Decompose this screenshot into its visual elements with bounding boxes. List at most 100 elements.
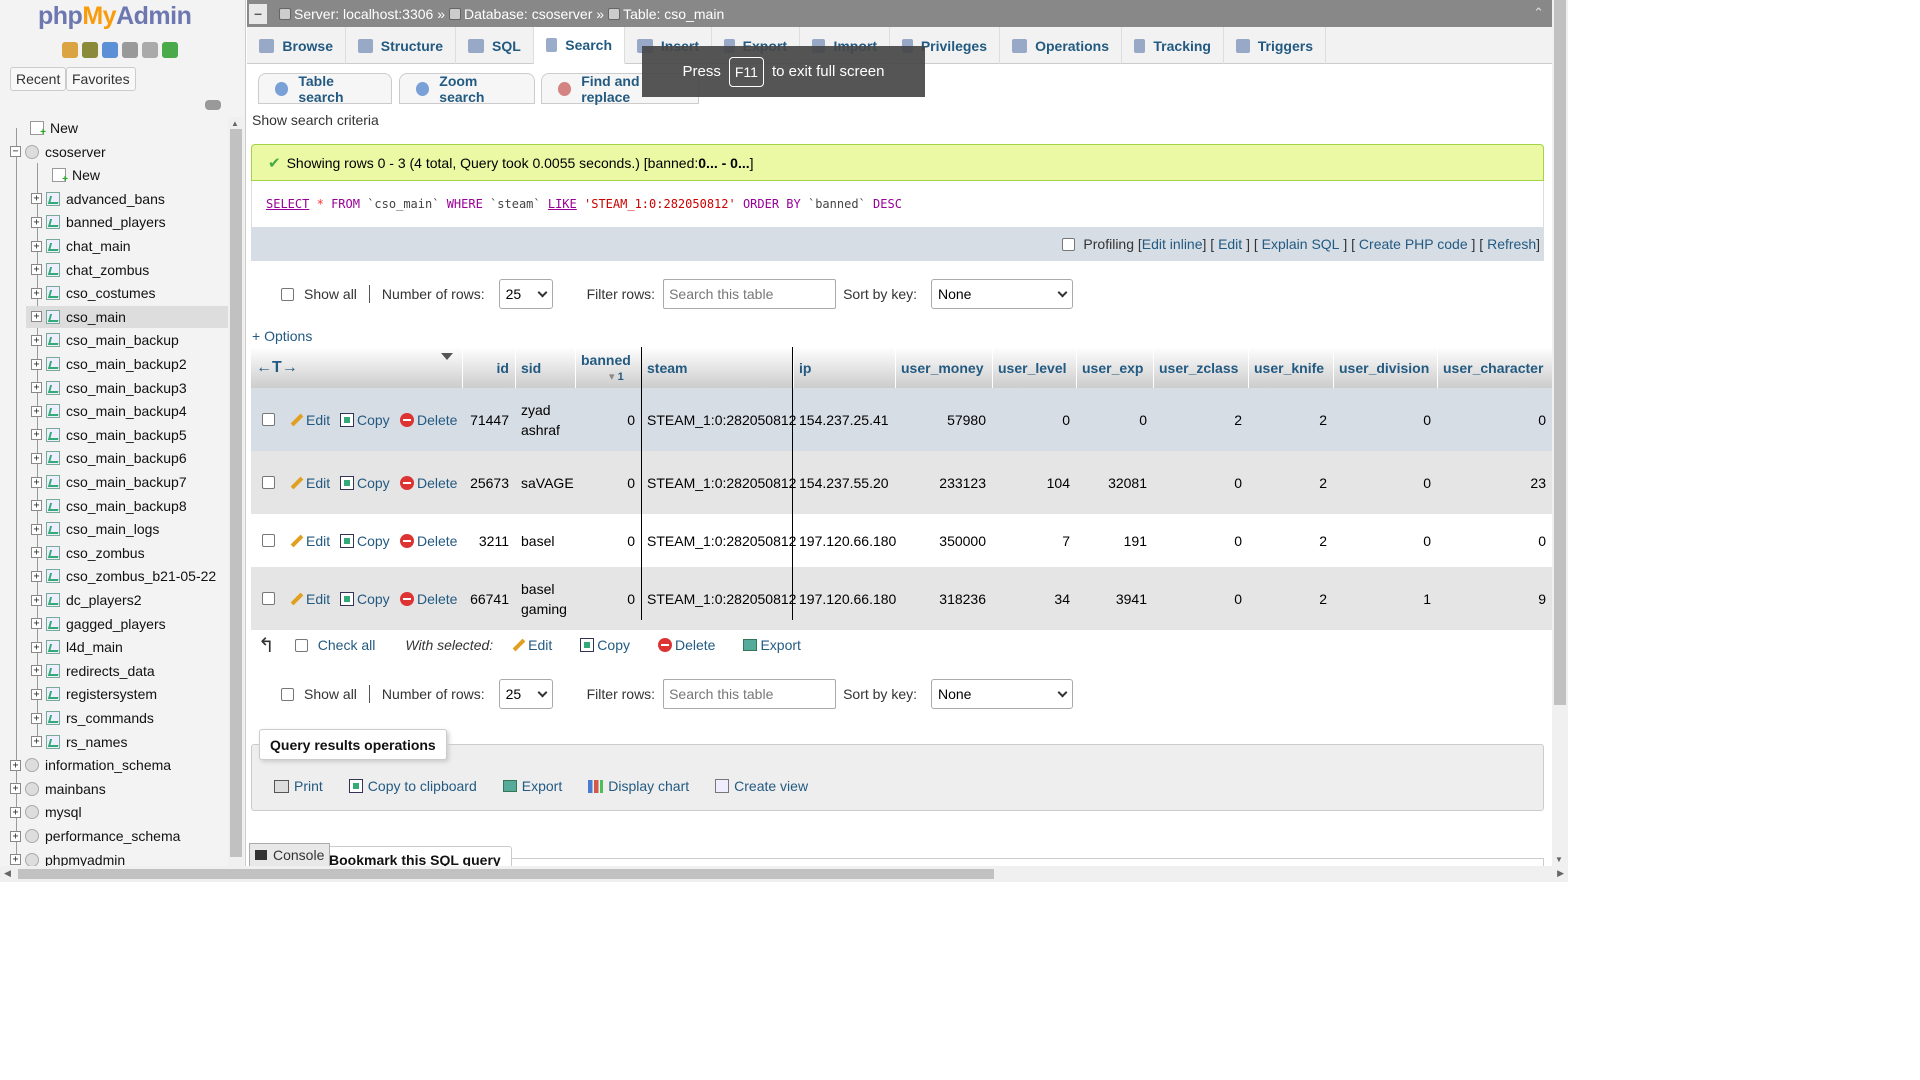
tree-new-table[interactable]: New bbox=[52, 164, 100, 186]
expand-icon[interactable]: + bbox=[31, 641, 42, 653]
cell-sid[interactable]: basel gaming bbox=[515, 567, 575, 630]
row-copy-button[interactable]: Copy bbox=[340, 514, 390, 567]
expand-icon[interactable]: + bbox=[31, 264, 42, 276]
recent-tab[interactable]: Recent bbox=[10, 67, 67, 91]
cell-ip[interactable]: 154.237.25.41 bbox=[793, 388, 895, 451]
sort-by-key-select[interactable]: None bbox=[931, 279, 1073, 309]
expand-icon[interactable]: + bbox=[31, 334, 42, 346]
cell-user_knife[interactable]: 2 bbox=[1248, 451, 1333, 514]
tree-table-rs_commands[interactable]: + rs_commands bbox=[31, 707, 154, 729]
bulk-copy-button[interactable]: Copy bbox=[580, 637, 630, 653]
filter-rows-input[interactable]: Search this table bbox=[663, 279, 837, 309]
sort-by-key-select-bottom[interactable]: None bbox=[931, 679, 1073, 709]
column-header-ip[interactable]: ip bbox=[793, 347, 895, 388]
column-header-user_exp[interactable]: user_exp bbox=[1076, 347, 1153, 388]
column-resize-header[interactable]: ←T→ bbox=[251, 347, 462, 388]
sidebar-scrollbar[interactable]: ▲ bbox=[228, 117, 244, 866]
db-csoserver[interactable]: − csoserver bbox=[10, 141, 106, 163]
cell-user_exp[interactable]: 3941 bbox=[1076, 567, 1153, 630]
row-copy-button[interactable]: Copy bbox=[340, 567, 390, 630]
scroll-down-arrow-icon[interactable]: ▼ bbox=[1555, 855, 1563, 864]
cell-user_division[interactable]: 0 bbox=[1333, 451, 1437, 514]
expand-icon[interactable]: + bbox=[31, 712, 42, 724]
column-header-user_zclass[interactable]: user_zclass bbox=[1153, 347, 1248, 388]
refresh-link[interactable]: Refresh bbox=[1487, 236, 1537, 252]
cell-banned[interactable]: 0 bbox=[575, 567, 641, 630]
tree-table-cso_main_backup5[interactable]: + cso_main_backup5 bbox=[31, 424, 187, 446]
cell-user_level[interactable]: 34 bbox=[992, 567, 1076, 630]
tree-table-chat_zombus[interactable]: + chat_zombus bbox=[31, 259, 149, 281]
expand-icon[interactable]: + bbox=[31, 688, 42, 700]
expand-icon[interactable]: + bbox=[31, 736, 42, 748]
expand-icon[interactable]: + bbox=[31, 665, 42, 677]
cell-user_exp[interactable]: 191 bbox=[1076, 514, 1153, 567]
cell-user_zclass[interactable]: 2 bbox=[1153, 388, 1248, 451]
tree-table-cso_zombus_b21-05-22[interactable]: + cso_zombus_b21-05-22 bbox=[31, 565, 216, 587]
table-row[interactable]: Edit Copy Delete 25673 saVAGE 0 STEAM_1:0:2820… bbox=[251, 451, 1552, 514]
row-checkbox[interactable] bbox=[262, 413, 275, 426]
row-edit-button[interactable]: Edit bbox=[289, 514, 330, 567]
main-scroll-thumb[interactable] bbox=[1554, 0, 1566, 705]
expand-icon[interactable]: + bbox=[10, 806, 21, 818]
scroll-top-icon[interactable]: ⌃ bbox=[1533, 5, 1544, 20]
expand-icon[interactable]: + bbox=[10, 783, 21, 795]
cell-steam[interactable]: STEAM_1:0:282050812 bbox=[641, 451, 796, 514]
tree-table-rs_names[interactable]: + rs_names bbox=[31, 731, 127, 753]
cell-user_division[interactable]: 1 bbox=[1333, 567, 1437, 630]
cell-banned[interactable]: 0 bbox=[575, 388, 641, 451]
copy-to-clipboard-button[interactable]: Copy to clipboard bbox=[348, 778, 477, 794]
cell-steam[interactable]: STEAM_1:0:282050812 bbox=[641, 567, 796, 630]
sql-query-display[interactable]: SELECT * FROM `cso_main` WHERE `steam` L… bbox=[251, 181, 1544, 227]
expand-icon[interactable]: + bbox=[31, 570, 42, 582]
tree-table-dc_players2[interactable]: + dc_players2 bbox=[31, 589, 142, 611]
number-of-rows-select[interactable]: 25 bbox=[498, 279, 553, 309]
expand-icon[interactable]: + bbox=[31, 452, 42, 464]
print-button[interactable]: Print bbox=[274, 778, 323, 794]
expand-icon[interactable]: + bbox=[31, 405, 42, 417]
row-copy-button[interactable]: Copy bbox=[340, 388, 390, 451]
tab-search[interactable]: Search bbox=[534, 27, 625, 64]
column-header-id[interactable]: id bbox=[462, 347, 515, 388]
tree-table-cso_main[interactable]: + cso_main bbox=[26, 305, 228, 328]
create-php-code-link[interactable]: Create PHP code bbox=[1358, 236, 1468, 252]
db-performance_schema[interactable]: + performance_schema bbox=[10, 825, 180, 847]
cell-sid[interactable]: saVAGE bbox=[515, 451, 575, 514]
check-all-label[interactable]: Check all bbox=[317, 637, 376, 653]
row-delete-button[interactable]: Delete bbox=[400, 388, 457, 451]
sidebar-scroll-thumb[interactable] bbox=[230, 129, 242, 857]
column-header-sid[interactable]: sid bbox=[515, 347, 575, 388]
cell-banned[interactable]: 0 bbox=[575, 451, 641, 514]
create-view-button[interactable]: Create view bbox=[715, 778, 808, 794]
check-all-checkbox[interactable] bbox=[294, 638, 308, 652]
cell-steam[interactable]: STEAM_1:0:282050812 bbox=[641, 388, 796, 451]
row-checkbox[interactable] bbox=[262, 476, 275, 489]
cell-user_division[interactable]: 0 bbox=[1333, 514, 1437, 567]
expand-icon[interactable]: + bbox=[31, 523, 42, 535]
expand-icon[interactable]: + bbox=[31, 311, 42, 323]
cell-user_zclass[interactable]: 0 bbox=[1153, 451, 1248, 514]
column-header-user_level[interactable]: user_level bbox=[992, 347, 1076, 388]
tab-table-search[interactable]: Table search bbox=[258, 73, 392, 105]
scroll-right-arrow-icon[interactable]: ▶ bbox=[1557, 868, 1564, 878]
cell-user_money[interactable]: 57980 bbox=[895, 388, 992, 451]
breadcrumb-table[interactable]: Table: cso_main bbox=[608, 6, 724, 22]
number-of-rows-select-bottom[interactable]: 25 bbox=[498, 679, 553, 709]
bulk-export-button[interactable]: Export bbox=[743, 637, 801, 653]
cell-id[interactable]: 25673 bbox=[462, 451, 515, 514]
horizontal-scrollbar[interactable]: ◀ ▶ bbox=[0, 866, 1568, 882]
tab-triggers[interactable]: Triggers bbox=[1224, 27, 1326, 64]
reload-icon[interactable] bbox=[162, 42, 178, 58]
expand-icon[interactable]: + bbox=[31, 240, 42, 252]
collapse-toggle-icon[interactable]: – bbox=[249, 3, 267, 24]
row-delete-button[interactable]: Delete bbox=[400, 451, 457, 514]
logout-icon[interactable] bbox=[82, 42, 98, 58]
db-mainbans[interactable]: + mainbans bbox=[10, 778, 106, 800]
tree-table-cso_main_backup2[interactable]: + cso_main_backup2 bbox=[31, 353, 187, 375]
tree-table-redirects_data[interactable]: + redirects_data bbox=[31, 660, 155, 682]
tree-table-gagged_players[interactable]: + gagged_players bbox=[31, 613, 166, 635]
tab-zoom-search[interactable]: Zoom search bbox=[399, 73, 535, 105]
cell-user_character[interactable]: 0 bbox=[1437, 514, 1552, 567]
display-chart-button[interactable]: Display chart bbox=[588, 778, 689, 794]
cell-user_level[interactable]: 0 bbox=[992, 388, 1076, 451]
export-button[interactable]: Export bbox=[502, 778, 562, 794]
